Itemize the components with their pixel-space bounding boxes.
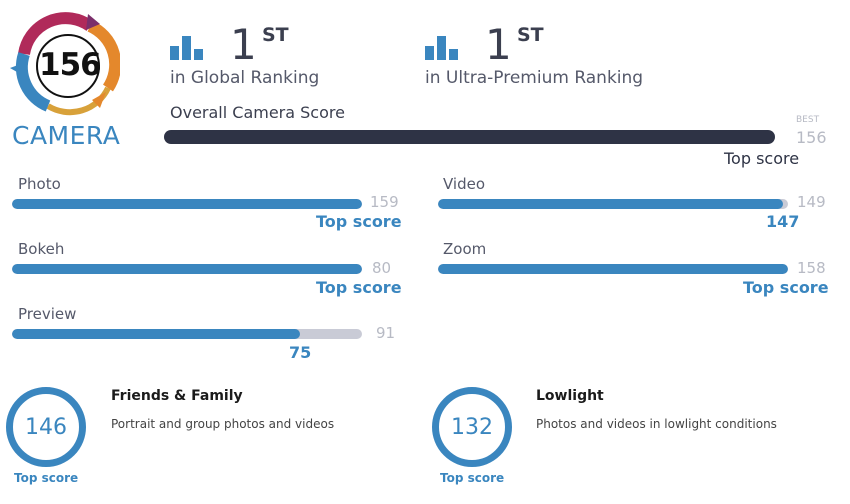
video-max: 149 [797,193,826,211]
bokeh-bar [12,264,362,274]
lowlight-score-circle: 132 [432,387,512,467]
ultra-premium-rank-label: in Ultra-Premium Ranking [425,68,644,88]
friends-family-title: Friends & Family [111,388,243,404]
preview-bar-fill [12,329,301,339]
overall-score-bar [164,130,775,144]
overall-top-score-note: Top score [724,149,800,168]
video-note: 147 [766,212,800,231]
friends-family-score: 146 [25,414,67,440]
bokeh-label: Bokeh [18,240,65,258]
video-bar [438,199,788,209]
overall-score-title: Overall Camera Score [170,103,345,122]
best-value: 156 [796,128,827,147]
ultra-premium-rank-suffix: ST [517,24,544,46]
camera-score-badge: 156 [8,10,122,122]
global-ranking: 1 ST in Global Ranking [170,24,390,94]
zoom-max: 158 [797,259,826,277]
global-rank-label: in Global Ranking [170,68,320,88]
bar-chart-icon [425,36,458,60]
friends-family-desc: Portrait and group photos and videos [111,417,335,431]
lowlight-note: Top score [440,471,505,485]
camera-label: CAMERA [12,121,121,150]
camera-score-badge-icon [10,12,122,116]
camera-score-value: 156 [39,47,102,83]
zoom-bar [438,264,788,274]
zoom-label: Zoom [443,240,487,258]
bokeh-bar-fill [12,264,362,274]
lowlight-title: Lowlight [536,388,604,404]
video-bar-fill [438,199,784,209]
preview-bar [12,329,362,339]
video-label: Video [443,175,486,193]
photo-note: Top score [316,212,402,231]
preview-max: 91 [376,324,396,342]
zoom-note: Top score [743,278,829,297]
photo-bar-fill [12,199,362,209]
friends-family-score-circle: 146 [6,387,86,467]
global-rank-suffix: ST [262,24,289,46]
photo-label: Photo [18,175,61,193]
photo-max: 159 [370,193,399,211]
ultra-premium-rank-number: 1 [485,20,512,69]
best-label: BEST [796,115,820,125]
zoom-bar-fill [438,264,788,274]
photo-bar [12,199,362,209]
friends-family-note: Top score [14,471,79,485]
lowlight-desc: Photos and videos in lowlight conditions [536,417,777,431]
preview-note: 75 [289,343,312,362]
bar-chart-icon [170,36,203,60]
global-rank-number: 1 [230,20,257,69]
lowlight-score: 132 [451,414,493,440]
bokeh-note: Top score [316,278,402,297]
bokeh-max: 80 [372,259,392,277]
ultra-premium-ranking: 1 ST in Ultra-Premium Ranking [425,24,665,94]
preview-label: Preview [18,305,77,323]
